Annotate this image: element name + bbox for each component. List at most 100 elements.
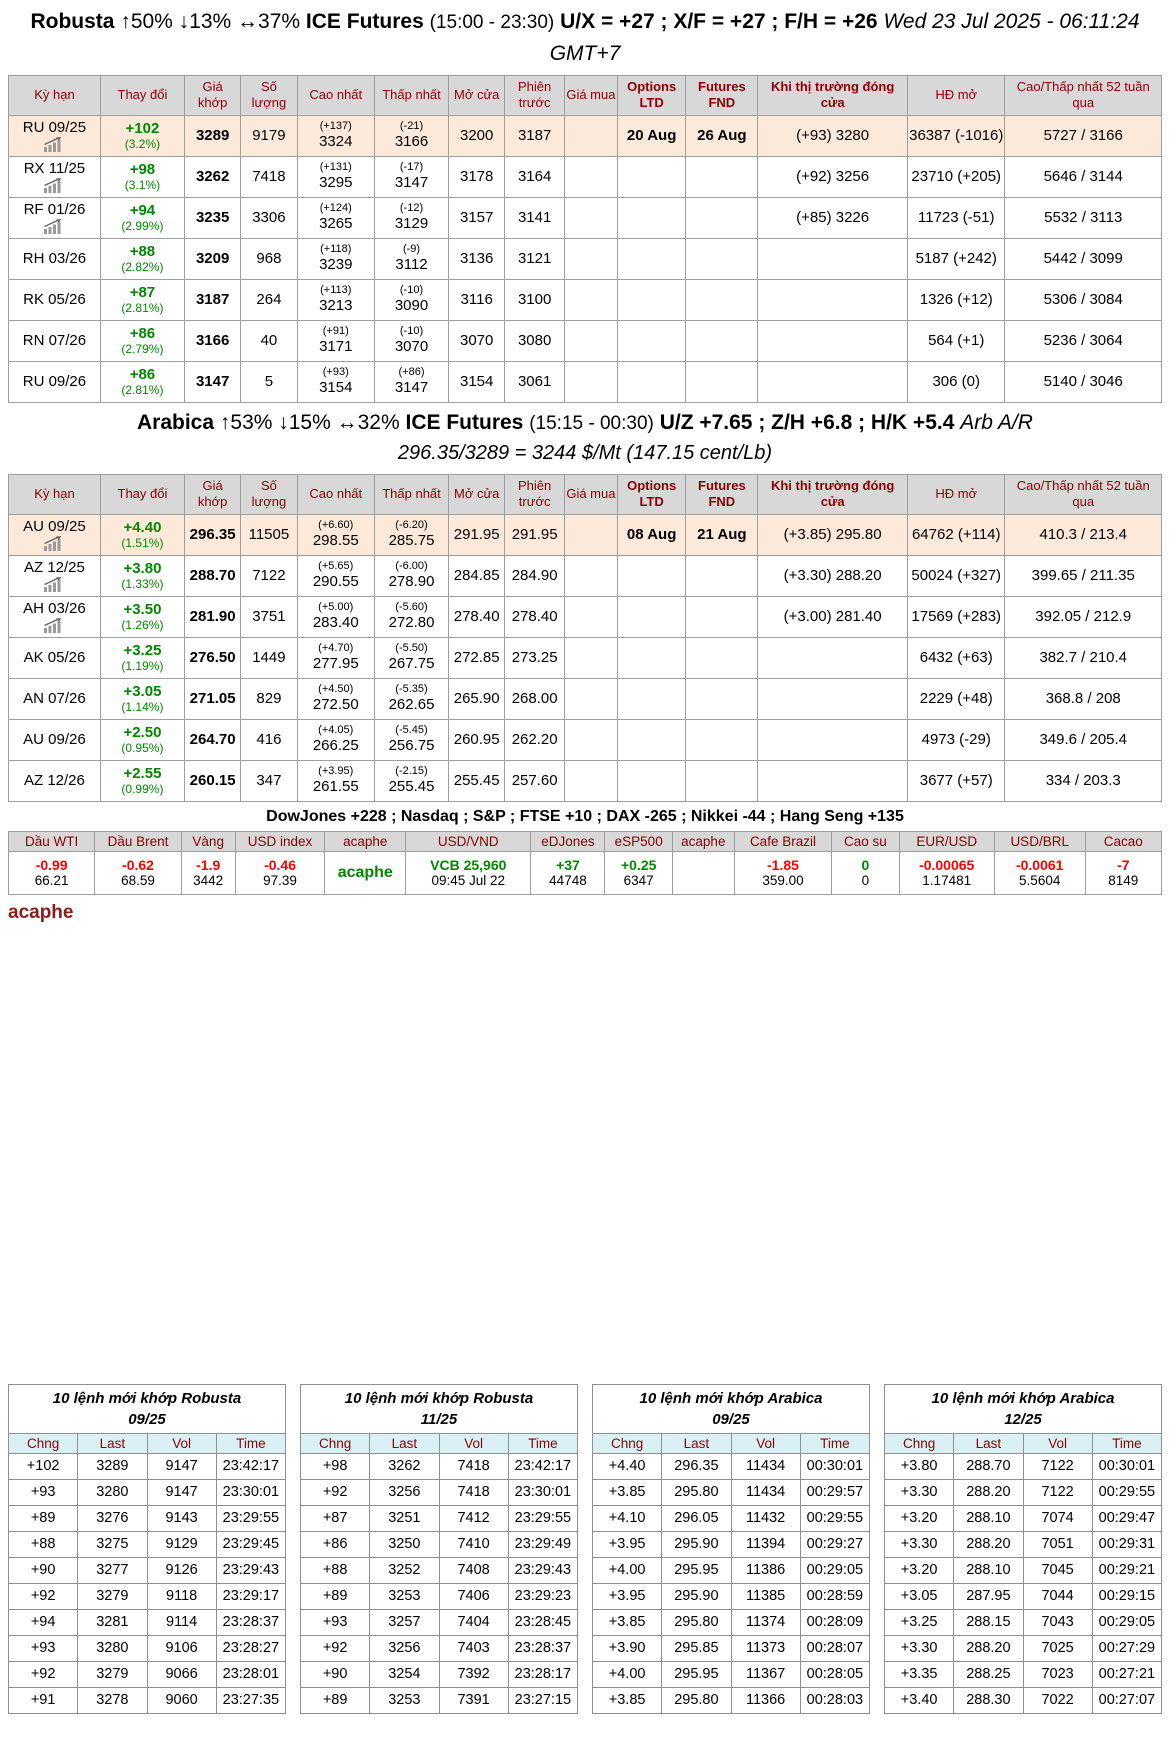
trade-vol: 7408 bbox=[438, 1556, 509, 1584]
markets-value-row: -0.99 66.21 -0.62 68.59 -1.9 3442 - bbox=[7, 850, 1163, 895]
futures-row: AH 03/26 +3.50 (1.26%) 281.90 3751 (+5.0… bbox=[8, 595, 1162, 638]
open-interest-cell: 5187 (+242) bbox=[906, 237, 1006, 280]
contract-cell: RU 09/25 bbox=[8, 114, 101, 157]
trade-vol: 11385 bbox=[730, 1582, 801, 1610]
futures-header-row: Kỳ hạn Thay đổi Giá khớp Số lượng Cao nh… bbox=[8, 75, 1162, 116]
open-cell: 284.85 bbox=[448, 554, 506, 597]
trade-last: 3289 bbox=[77, 1452, 148, 1480]
trade-chng: +3.30 bbox=[883, 1530, 955, 1558]
market-change: -0.0061 bbox=[1015, 857, 1064, 873]
trades-column-header: Time bbox=[507, 1432, 579, 1454]
high-delta: (+3.95) bbox=[318, 765, 354, 778]
low-value: 3147 bbox=[394, 174, 429, 192]
bid-cell bbox=[563, 196, 618, 239]
last-price-cell: 264.70 bbox=[183, 718, 242, 761]
market-cell: -0.99 66.21 bbox=[7, 850, 96, 895]
after-close-cell: (+85) 3226 bbox=[757, 196, 908, 239]
robusta-heading: Robusta ↑50% ↓13% ↔37% ICE Futures (15:0… bbox=[8, 6, 1162, 69]
trade-time: 00:29:55 bbox=[1091, 1478, 1163, 1506]
trade-chng: +88 bbox=[299, 1556, 371, 1584]
high-cell: (+118) 3239 bbox=[296, 237, 375, 280]
column-header: Thấp nhất bbox=[373, 75, 450, 116]
trades-column-header: Time bbox=[1091, 1432, 1163, 1454]
trade-vol: 9147 bbox=[146, 1478, 217, 1506]
open-cell: 255.45 bbox=[448, 759, 506, 802]
low-delta: (-10) bbox=[399, 325, 424, 338]
world-markets-table: Dầu WTI Dầu Brent Vàng USD index acaphe … bbox=[7, 830, 1163, 895]
change-cell: +4.40 (1.51%) bbox=[99, 513, 185, 556]
markets-table-body: -0.99 66.21 -0.62 68.59 -1.9 3442 - bbox=[7, 850, 1163, 895]
after-close-cell: (+93) 3280 bbox=[757, 114, 908, 157]
trades-column-header: Vol bbox=[730, 1432, 801, 1454]
column-header: Phiên trước bbox=[504, 75, 565, 116]
trade-row: +3.30 288.20 7051 00:29:31 bbox=[883, 1530, 1163, 1558]
market-cell: -0.46 97.39 bbox=[234, 850, 326, 895]
trade-chng: +87 bbox=[299, 1504, 371, 1532]
options-ltd-cell bbox=[616, 718, 687, 761]
robusta-table-body: RU 09/25 +102 (3.2%) 3289 9179 (+137) 33… bbox=[8, 114, 1162, 403]
market-column-header: Vàng bbox=[180, 830, 236, 852]
trade-vol: 7410 bbox=[438, 1530, 509, 1558]
trades-table-title: 10 lệnh mới khớp Arabica 09/25 bbox=[592, 1383, 870, 1434]
trade-row: +91 3278 9060 23:27:35 bbox=[7, 1686, 287, 1714]
high-cell: (+4.50) 272.50 bbox=[296, 677, 375, 720]
change-cell: +86 (2.79%) bbox=[99, 319, 185, 362]
chart-icon[interactable] bbox=[10, 536, 99, 552]
contract-label: RK 05/26 bbox=[23, 290, 86, 308]
prev-session-cell: 257.60 bbox=[504, 759, 565, 802]
futures-row: RK 05/26 +87 (2.81%) 3187 264 (+113) 321… bbox=[8, 278, 1162, 321]
column-header: Mở cửa bbox=[448, 474, 506, 515]
column-header: Options LTD bbox=[616, 474, 687, 515]
trade-time: 23:28:27 bbox=[215, 1634, 287, 1662]
trade-last: 288.15 bbox=[953, 1608, 1024, 1636]
low-cell: (-21) 3166 bbox=[373, 114, 450, 157]
market-level: 1.17481 bbox=[922, 873, 972, 888]
trades-header-row: Chng Last Vol Time bbox=[883, 1432, 1163, 1454]
trade-chng: +91 bbox=[7, 1686, 79, 1714]
trade-chng: +4.40 bbox=[591, 1452, 663, 1480]
low-delta: (-6.00) bbox=[395, 560, 428, 573]
trade-chng: +4.10 bbox=[591, 1504, 663, 1532]
low-value: 272.80 bbox=[388, 614, 435, 632]
robusta-datetime: Wed 23 Jul 2025 - 06:11:24 GMT+7 bbox=[549, 10, 1140, 65]
last-price-cell: 288.70 bbox=[183, 554, 242, 597]
high-cell: (+4.70) 277.95 bbox=[296, 636, 375, 679]
trades-title-row: 10 lệnh mới khớp Robusta 09/25 bbox=[8, 1383, 286, 1434]
bid-cell bbox=[563, 718, 618, 761]
trade-row: +3.30 288.20 7122 00:29:55 bbox=[883, 1478, 1163, 1506]
trade-chng: +3.95 bbox=[591, 1582, 663, 1610]
change-value: +86 bbox=[129, 365, 156, 383]
contract-label: AU 09/26 bbox=[23, 730, 86, 748]
trades-title-text: 10 lệnh mới khớp Robusta bbox=[344, 1389, 534, 1407]
trade-time: 23:29:23 bbox=[507, 1582, 579, 1610]
chart-icon[interactable] bbox=[10, 137, 99, 153]
trade-vol: 9143 bbox=[146, 1504, 217, 1532]
bid-cell bbox=[563, 360, 618, 403]
low-value: 255.45 bbox=[388, 778, 435, 796]
trade-vol: 7412 bbox=[438, 1504, 509, 1532]
trade-time: 00:28:03 bbox=[799, 1686, 871, 1714]
bid-cell bbox=[563, 114, 618, 157]
chart-icon[interactable] bbox=[10, 618, 99, 634]
high-cell: (+5.00) 283.40 bbox=[296, 595, 375, 638]
brand-watermark: acaphe bbox=[8, 901, 74, 923]
trade-row: +3.90 295.85 11373 00:28:07 bbox=[591, 1634, 871, 1662]
market-cell: VCB 25,960 09:45 Jul 22 bbox=[405, 850, 532, 895]
chart-icon[interactable] bbox=[10, 577, 99, 593]
change-value: +102 bbox=[125, 119, 160, 137]
market-level: 3442 bbox=[193, 873, 224, 888]
chart-icon[interactable] bbox=[10, 178, 99, 194]
trade-row: +87 3251 7412 23:29:55 bbox=[299, 1504, 579, 1532]
market-level: 09:45 Jul 22 bbox=[431, 873, 506, 888]
last-price-cell: 3166 bbox=[183, 319, 242, 362]
after-close-cell: (+92) 3256 bbox=[757, 155, 908, 198]
trades-header-row: Chng Last Vol Time bbox=[7, 1432, 287, 1454]
change-value: +3.25 bbox=[123, 641, 162, 659]
trade-time: 00:29:05 bbox=[799, 1556, 871, 1584]
trade-row: +93 3280 9106 23:28:27 bbox=[7, 1634, 287, 1662]
trade-vol: 7404 bbox=[438, 1608, 509, 1636]
robusta-market-name: Robusta bbox=[30, 10, 115, 33]
change-value: +98 bbox=[129, 160, 156, 178]
chart-icon[interactable] bbox=[10, 219, 99, 235]
